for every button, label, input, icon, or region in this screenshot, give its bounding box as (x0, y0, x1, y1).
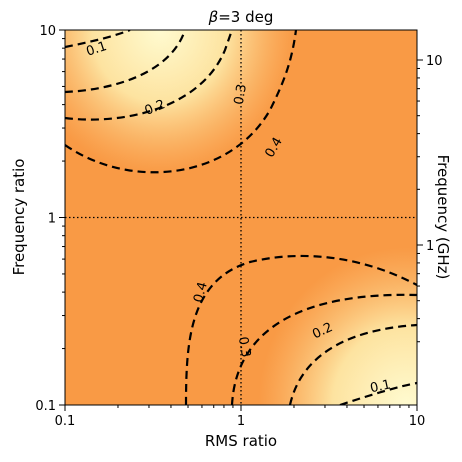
x-axis-title: RMS ratio (205, 432, 277, 450)
contour-0.1-top-left (65, 30, 131, 49)
contour-0.3-top-left (65, 30, 234, 121)
title-suffix: =3 deg (218, 8, 273, 26)
contour-0.3-bottom-right (230, 293, 417, 405)
x-tick-label: 1 (237, 414, 245, 429)
y-tick-label: 1 (48, 212, 56, 227)
y2-axis-title: Frequency (GHz) (434, 155, 452, 280)
contour-label-0.4-bottom: 0.4 (191, 280, 211, 304)
contour-label-0.1-top: 0.1 (84, 39, 108, 60)
contour-0.4-top-left (65, 30, 298, 174)
contour-label-0.1-bottom: 0.1 (369, 377, 392, 396)
y-tick-label: 0.1 (35, 399, 56, 414)
contour-lines (65, 30, 417, 405)
contour-0.2-bottom-right (288, 323, 417, 405)
x-tick-label: 0.1 (55, 414, 76, 429)
y2-tick-label: 1 (426, 239, 434, 254)
chart-title: β=3 deg (208, 8, 274, 26)
contour-0.2-top-left (65, 30, 187, 94)
contour-0.4-bottom-right (184, 254, 417, 405)
y2-tick-label: 10 (426, 54, 443, 69)
contour-0.1-bottom-right (339, 381, 417, 405)
y-axis-title: Frequency ratio (10, 159, 28, 276)
contour-label-0.2-top: 0.2 (143, 97, 168, 119)
axis-ticks: 0.1 1 10 0.1 1 10 1 10 (35, 24, 442, 429)
contour-label-0.3-bottom: 0.3 (235, 336, 253, 359)
title-beta: β (208, 8, 219, 26)
y-tick-label: 10 (39, 24, 56, 39)
x-tick-label: 10 (409, 414, 426, 429)
